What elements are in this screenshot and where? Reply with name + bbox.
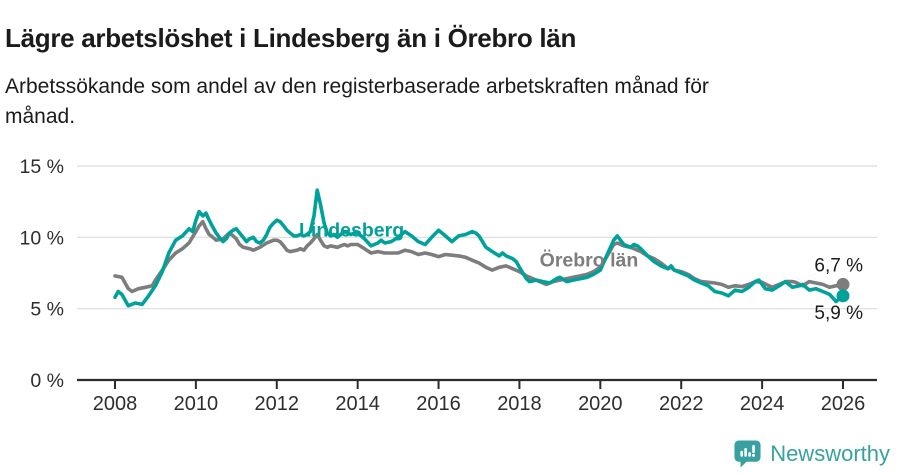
x-tick-label: 2014 bbox=[335, 393, 380, 415]
newsworthy-logo-icon bbox=[734, 440, 761, 468]
x-tick-label: 2016 bbox=[416, 393, 461, 415]
chart-subtitle-line-2: månad. bbox=[5, 105, 76, 128]
y-tick-label: 10 % bbox=[20, 227, 64, 249]
x-tick-label: 2018 bbox=[497, 393, 542, 415]
x-tick-label: 2022 bbox=[659, 393, 704, 415]
series-end-value-label: 5,9 % bbox=[814, 303, 863, 324]
logo-bar-1 bbox=[740, 450, 744, 457]
chart-subtitle-line-1: Arbetssökande som andel av den registerb… bbox=[5, 75, 709, 98]
x-tick-label: 2020 bbox=[578, 393, 623, 415]
series-line--rebro-l-n bbox=[113, 219, 845, 294]
y-tick-label: 5 % bbox=[30, 299, 64, 321]
brand-name: Newsworthy bbox=[770, 440, 890, 466]
x-tick-label: 2026 bbox=[821, 393, 866, 415]
y-tick-label: 0 % bbox=[30, 370, 64, 392]
series-label-lindesberg: Lindesberg bbox=[299, 220, 404, 242]
series-end-dot bbox=[836, 289, 850, 303]
page-title: Lägre arbetslöshet i Lindesberg än i Öre… bbox=[5, 23, 577, 54]
x-tick-label: 2012 bbox=[255, 393, 300, 415]
x-tick-label: 2024 bbox=[740, 393, 785, 415]
y-tick-label: 15 % bbox=[20, 156, 64, 178]
logo-bar-3 bbox=[748, 452, 752, 457]
logo-exclamation-dot bbox=[752, 453, 756, 457]
logo-exclamation-bar bbox=[752, 444, 756, 454]
chart-subtitle: Arbetssökande som andel av den registerb… bbox=[5, 72, 709, 132]
logo-bar-2 bbox=[744, 447, 748, 457]
series-end-dot bbox=[836, 277, 850, 291]
brand-logo: Newsworthy bbox=[733, 439, 890, 468]
series-line-lindesberg bbox=[113, 188, 845, 308]
series-label--rebro-l-n: Örebro län bbox=[540, 249, 639, 272]
x-tick-label: 2010 bbox=[174, 393, 219, 415]
x-tick-label: 2008 bbox=[93, 393, 138, 415]
series-end-value-label: 6,7 % bbox=[814, 255, 863, 276]
